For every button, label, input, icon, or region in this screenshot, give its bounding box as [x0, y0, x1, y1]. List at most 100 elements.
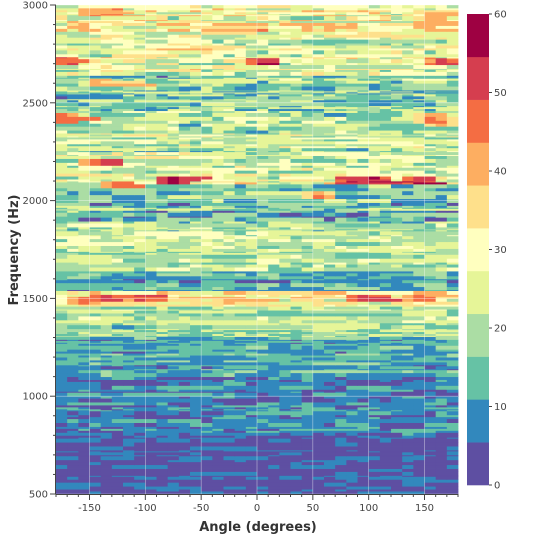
heatmap-cell [78, 476, 90, 480]
heatmap-cell [234, 248, 247, 252]
heatmap-cell [357, 340, 370, 343]
heatmap-cell [223, 410, 236, 416]
heatmap-cell [212, 357, 224, 361]
heatmap-cell [134, 245, 146, 249]
heatmap-cell [100, 391, 113, 393]
heatmap-cell [268, 310, 280, 314]
heatmap-cell [190, 406, 202, 410]
heatmap-cell [145, 143, 157, 147]
heatmap-cell [301, 154, 314, 157]
heatmap-cell [78, 235, 90, 240]
heatmap-cell [89, 455, 102, 461]
heatmap-cell [223, 230, 236, 236]
heatmap-cell [391, 357, 403, 361]
heatmap-cell [301, 162, 314, 166]
heatmap-cell [67, 217, 79, 222]
heatmap-cell [190, 343, 202, 346]
heatmap-cell [56, 267, 68, 272]
heatmap-cell [357, 282, 370, 288]
heatmap-cell [312, 143, 325, 147]
heatmap-cell [156, 468, 169, 472]
heatmap-cell [268, 194, 280, 200]
heatmap-cell [357, 324, 370, 330]
heatmap-cell [402, 310, 414, 314]
heatmap-cell [56, 278, 68, 281]
heatmap-cell [156, 234, 169, 237]
heatmap-cell [178, 290, 191, 295]
heatmap-cell [212, 252, 224, 255]
heatmap-cell [223, 455, 236, 461]
heatmap-cell [190, 282, 202, 288]
heatmap-cell [312, 329, 325, 333]
heatmap-cell [100, 455, 113, 461]
heatmap-cell [100, 298, 113, 302]
heatmap-cell [368, 238, 381, 243]
heatmap-cell [89, 221, 102, 224]
heatmap-cell [312, 335, 325, 337]
heatmap-cell [67, 221, 79, 224]
heatmap-cell [368, 310, 381, 314]
heatmap-cell [301, 271, 314, 274]
heatmap-cell [190, 396, 202, 399]
heatmap-cell [111, 449, 124, 452]
heatmap-cell [335, 322, 347, 326]
heatmap-cell [391, 409, 403, 412]
heatmap-cell [290, 319, 303, 324]
heatmap-cell [167, 339, 180, 341]
heatmap-cell [100, 207, 113, 209]
heatmap-cell [435, 254, 448, 259]
heatmap-cell [346, 385, 358, 390]
heatmap-cell [134, 241, 146, 246]
heatmap-cell [190, 155, 202, 159]
heatmap-cell [312, 230, 325, 236]
heatmap-cell [257, 316, 269, 321]
heatmap-cell [100, 489, 113, 492]
heatmap-cell [435, 207, 448, 209]
heatmap-cell [223, 322, 236, 326]
heatmap-cell [346, 430, 358, 433]
heatmap-cell [245, 162, 258, 166]
heatmap-cell [424, 442, 437, 447]
heatmap-cell [346, 179, 358, 182]
heatmap-cell [257, 254, 269, 259]
heatmap-cell [357, 210, 370, 213]
heatmap-cell [111, 361, 124, 366]
heatmap-cell [100, 183, 113, 189]
heatmap-cell [67, 339, 79, 341]
heatmap-cell [279, 365, 291, 370]
heatmap-cell [56, 194, 68, 200]
heatmap-cell [346, 241, 358, 246]
heatmap-cell [279, 245, 291, 249]
heatmap-cell [402, 365, 414, 370]
heatmap-cell [167, 151, 180, 156]
heatmap-cell [111, 482, 124, 487]
heatmap-cell [223, 183, 236, 189]
heatmap-cell [111, 241, 124, 246]
heatmap-cell [78, 176, 90, 180]
heatmap-cell [56, 271, 68, 274]
heatmap-cell [268, 343, 280, 346]
heatmap-cell [379, 328, 392, 331]
heatmap-cell [178, 455, 191, 461]
heatmap-cell [145, 298, 157, 302]
heatmap-cell [268, 379, 280, 382]
heatmap-cell [424, 306, 437, 310]
heatmap-cell [145, 187, 157, 192]
heatmap-cell [100, 461, 113, 466]
heatmap-cell [257, 335, 269, 337]
heatmap-cell [435, 449, 448, 452]
heatmap-cell [245, 461, 258, 466]
heatmap-cell [201, 306, 213, 310]
heatmap-cell [268, 267, 280, 272]
heatmap-cell [201, 279, 213, 284]
heatmap-cell [156, 351, 169, 354]
heatmap-cell [257, 450, 269, 453]
heatmap-cell [56, 475, 68, 477]
heatmap-cell [212, 208, 224, 211]
heatmap-cell [156, 181, 169, 183]
heatmap-cell [312, 343, 325, 346]
heatmap-cell [134, 290, 146, 295]
heatmap-cell [424, 409, 437, 412]
heatmap-cell [301, 202, 314, 206]
heatmap-cell [357, 335, 370, 337]
